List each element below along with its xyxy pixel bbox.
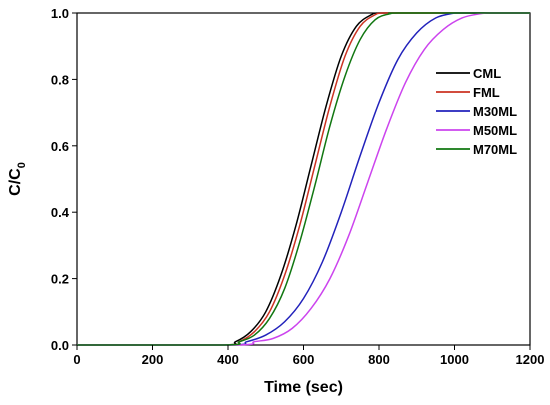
x-tick-label: 800 (368, 352, 390, 367)
y-tick-label: 0.8 (51, 72, 69, 87)
x-tick-label: 1200 (516, 352, 545, 367)
plot-area (76, 12, 531, 346)
x-tick-label: 400 (217, 352, 239, 367)
series-line-fml (76, 12, 530, 346)
x-tick-label: 200 (142, 352, 164, 367)
x-axis-ticks: 0 200 400 600 800 1000 1200 (73, 345, 544, 367)
y-tick-label: 0.2 (51, 272, 69, 287)
curves (76, 12, 530, 346)
plot-frame (76, 12, 531, 346)
y-axis-title-subscript: 0 (16, 162, 28, 168)
series-line-cml (76, 12, 530, 346)
legend-label-fml: FML (473, 85, 500, 100)
series-line-m50ml (76, 12, 530, 346)
series-line-m70ml (76, 12, 530, 346)
series-line-m30ml (76, 12, 530, 346)
y-tick-label: 1.0 (51, 6, 69, 21)
y-tick-label: 0.6 (51, 139, 69, 154)
y-axis-ticks: 0.0 0.2 0.4 0.6 0.8 1.0 (51, 6, 77, 353)
x-axis-title: Time (sec) (264, 379, 343, 396)
legend: CML FML M30ML M50ML M70ML (436, 66, 517, 157)
y-axis-title-main: C/C (7, 168, 24, 196)
y-tick-label: 0.4 (51, 205, 70, 220)
y-tick-label: 0.0 (51, 338, 69, 353)
legend-label-m30ml: M30ML (473, 104, 517, 119)
x-tick-label: 1000 (440, 352, 469, 367)
x-tick-label: 0 (73, 352, 80, 367)
y-axis-title: C/C0 (7, 162, 28, 196)
legend-label-m50ml: M50ML (473, 123, 517, 138)
x-tick-label: 600 (293, 352, 315, 367)
legend-label-m70ml: M70ML (473, 142, 517, 157)
legend-label-cml: CML (473, 66, 501, 81)
